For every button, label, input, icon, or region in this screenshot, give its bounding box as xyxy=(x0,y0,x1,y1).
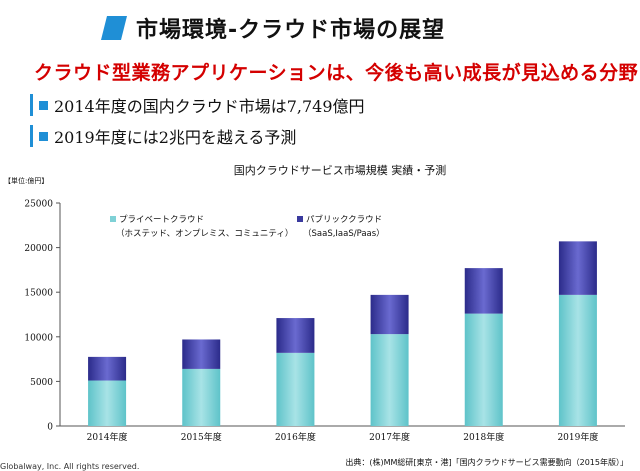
bar-private-cloud xyxy=(182,368,221,426)
bullet-square-icon xyxy=(39,100,48,110)
chart-title: 国内クラウドサービス市場規模 実績・予測 xyxy=(234,163,447,177)
x-tick-label: 2019年度 xyxy=(557,431,598,443)
copyright-text: Globalway, Inc. All rights reserved. xyxy=(0,462,140,471)
slide-subtitle: クラウド型業務アプリケーションは、今後も高い成長が見込める分野 xyxy=(34,62,639,84)
bar-public-cloud xyxy=(276,318,315,353)
bar-private-cloud xyxy=(558,294,597,426)
slide-title: 市場環境-クラウド市場の展望 xyxy=(136,18,446,43)
slide-header: 市場環境-クラウド市場の展望 xyxy=(101,12,446,44)
y-tick-label: 25000 xyxy=(24,200,53,210)
bullet-square-icon xyxy=(39,131,48,141)
bar-public-cloud xyxy=(370,294,409,335)
bullet-bar xyxy=(30,94,33,116)
x-tick-label: 2018年度 xyxy=(463,431,504,443)
bar-private-cloud xyxy=(370,334,409,426)
x-tick-label: 2017年度 xyxy=(369,431,410,443)
bar-public-cloud xyxy=(558,241,597,295)
y-tick-label: 5000 xyxy=(30,378,53,388)
y-tick-label: 10000 xyxy=(24,333,53,343)
y-tick-label: 15000 xyxy=(24,289,53,299)
bar-private-cloud xyxy=(276,352,315,426)
legend-sublabel: （SaaS,IaaS/Paas） xyxy=(303,228,385,239)
x-tick-label: 2014年度 xyxy=(87,431,128,443)
legend-sublabel: （ホステッド、オンプレミス、コミュニティ） xyxy=(116,228,293,239)
chart-source: 出典：(株)MM総研[東京・港]「国内クラウドサービス需要動向（2015年版）」 xyxy=(345,457,628,467)
legend-swatch xyxy=(110,216,116,222)
market-size-chart: 国内クラウドサービス市場規模 実績・予測 【単位:億円】 25000 20000 1… xyxy=(4,163,628,467)
bullet-bar xyxy=(30,125,33,147)
legend-label: パブリッククラウド xyxy=(306,214,382,225)
bullet-item: 2014年度の国内クラウド市場は7,749億円 xyxy=(30,93,365,117)
bullet-item: 2019年度には2兆円を越える予測 xyxy=(30,124,296,148)
bullet-text: 2014年度の国内クラウド市場は7,749億円 xyxy=(54,97,365,116)
bar-private-cloud xyxy=(88,380,127,426)
bar-public-cloud xyxy=(88,356,127,381)
legend-swatch xyxy=(297,216,303,222)
bar-public-cloud xyxy=(182,339,221,369)
legend-label: プライベートクラウド xyxy=(119,215,204,225)
y-tick-label: 0 xyxy=(47,423,53,433)
bar-private-cloud xyxy=(464,313,503,426)
x-tick-label: 2016年度 xyxy=(275,431,316,443)
bar-public-cloud xyxy=(464,268,503,314)
x-tick-label: 2015年度 xyxy=(181,431,222,443)
bullet-text: 2019年度には2兆円を越える予測 xyxy=(54,128,297,147)
title-marker-icon xyxy=(101,16,127,40)
y-tick-label: 20000 xyxy=(24,244,53,254)
chart-unit-label: 【単位:億円】 xyxy=(4,176,48,185)
